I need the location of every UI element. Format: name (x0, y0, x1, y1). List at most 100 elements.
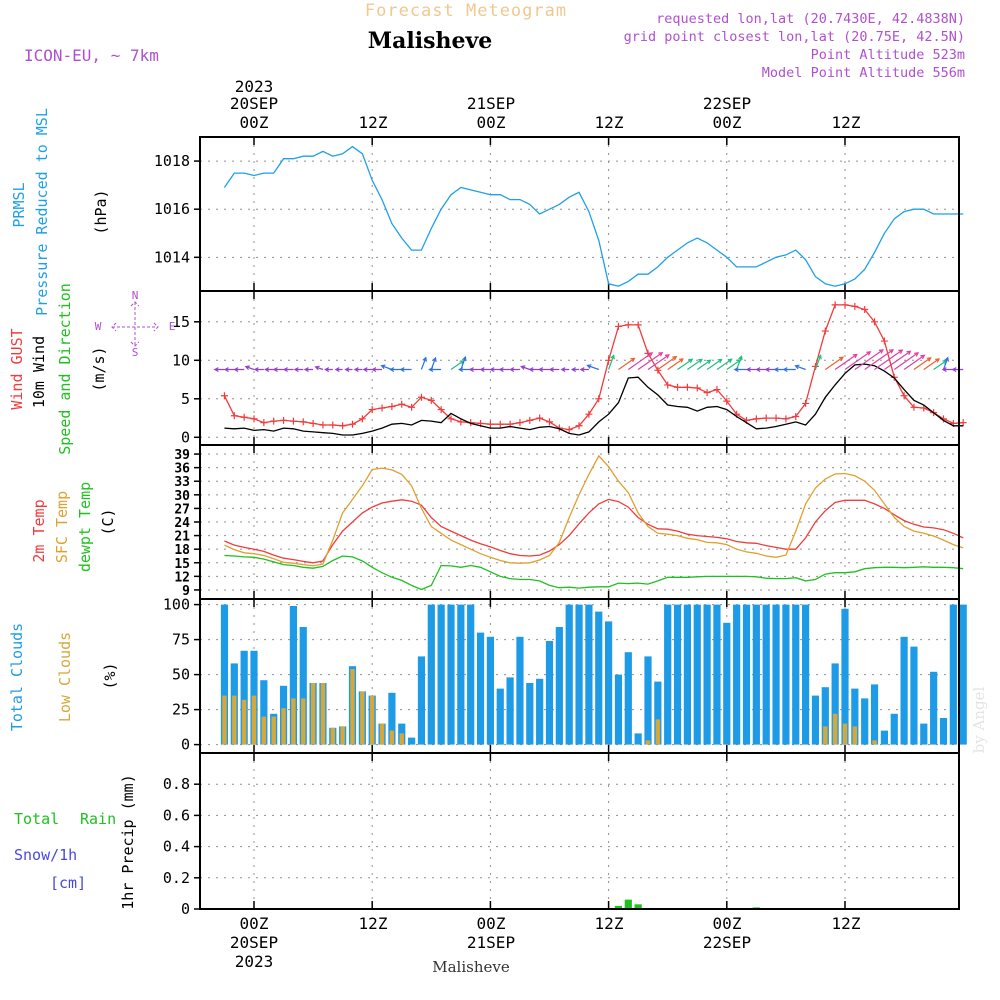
y-tick-label: 24 (174, 516, 190, 531)
cloud-bar-low (399, 733, 404, 745)
product-title: Forecast Meteogram (365, 1, 567, 21)
gust-marker (270, 417, 278, 425)
gust-marker (496, 420, 504, 428)
compass-rose: N S W E (95, 289, 176, 359)
cloud-bar-total (516, 636, 524, 745)
cloud-bar-low (330, 727, 335, 745)
gust-marker (674, 383, 682, 391)
wind-arrow (745, 367, 757, 373)
wind-arrow (468, 367, 481, 373)
gust-marker (457, 418, 465, 426)
gust-marker (703, 389, 711, 397)
label-total: Total (14, 810, 59, 828)
wind-arrow (460, 355, 467, 370)
label-2m-temp: 2m Temp (30, 499, 48, 562)
gust-marker (427, 396, 435, 404)
y-tick-label: 0 (181, 736, 190, 754)
series-line-1 (224, 498, 964, 564)
cloud-bar-low (301, 698, 306, 745)
wind-arrow (844, 351, 872, 370)
cloud-bar-total (526, 683, 534, 745)
label-sfc-temp: SFC Temp (53, 491, 71, 563)
bottom-tick-6: 12Z (832, 914, 861, 933)
cloud-bar-total (605, 621, 613, 745)
gust-marker (546, 418, 553, 426)
wind-arrow (913, 357, 932, 370)
wind-arrow (627, 352, 654, 370)
gust-marker (378, 404, 386, 412)
cloud-bar-total (634, 733, 642, 745)
label-snow: Snow/1h (14, 846, 77, 864)
gust-marker (959, 419, 967, 427)
wind-arrow (942, 356, 949, 370)
y-tick-label: 18 (174, 543, 190, 558)
cloud-bar-total (545, 641, 554, 745)
wind-arrow (637, 351, 664, 370)
precip-bar (634, 904, 642, 909)
cloud-bar-total (260, 680, 268, 745)
wind-arrow (314, 365, 324, 371)
label-prmsl: PRMSL (10, 182, 28, 227)
cloud-bar-total (240, 650, 248, 745)
cloud-bar-low (320, 683, 326, 745)
cloud-bar-total (427, 604, 435, 745)
compass-e: E (169, 320, 176, 333)
precip-bar (614, 905, 623, 909)
wind-arrow (864, 349, 895, 370)
y-tick-label: 0.8 (163, 775, 190, 793)
top-tick-3: 00Z (477, 113, 506, 132)
label-wind-gust: Wind GUST (8, 328, 26, 409)
gust-marker (752, 415, 760, 423)
gust-marker (368, 406, 376, 414)
gust-marker (388, 403, 396, 410)
panel-frame (199, 752, 960, 910)
y-tick-label: 0 (181, 900, 190, 918)
wind-arrow (657, 355, 678, 370)
gust-marker (792, 413, 800, 421)
gust-marker (614, 322, 622, 330)
bottom-tick-3: 00Z (477, 914, 506, 933)
wind-arrow (884, 350, 912, 370)
gust-marker (339, 422, 347, 430)
gust-marker (713, 386, 721, 394)
wind-arrow (548, 367, 560, 373)
gust-marker (417, 393, 425, 401)
wind-arrow (353, 367, 363, 373)
y-tick-label: 27 (174, 502, 190, 517)
series-line-2 (224, 363, 964, 436)
bottom-date-1: 20SEP (230, 933, 278, 952)
cloud-bar-total (792, 604, 800, 745)
wind-arrow (528, 367, 540, 373)
gust-marker (516, 419, 524, 427)
cloud-bar-total (713, 604, 721, 745)
cloud-bar-total (930, 671, 938, 745)
panel-wind: 0 5 10 15 (172, 290, 967, 446)
gust-marker (526, 416, 534, 424)
cloud-bar-total (565, 604, 573, 745)
cloud-bar-total (802, 604, 810, 745)
panel-bg (200, 137, 959, 291)
gust-marker (565, 426, 573, 434)
model-label: ICON-EU, ~ 7km (24, 46, 159, 65)
label-rain: Rain (80, 810, 116, 828)
y-tick-label: 9 (182, 584, 190, 599)
gust-marker (309, 419, 317, 427)
cloud-bar-total (417, 656, 426, 745)
panel-bg (200, 753, 959, 909)
top-tick-1: 00Z (240, 113, 269, 132)
wind-arrow (420, 356, 427, 370)
wind-arrow (272, 367, 284, 373)
cloud-bar-low (842, 723, 848, 745)
cloud-bar-low (350, 669, 355, 745)
cloud-bar-low (360, 691, 365, 745)
cloud-bar-total (723, 622, 731, 745)
cloud-bar-total (585, 604, 593, 745)
label-percent: (%) (101, 662, 119, 689)
cloud-bar-low (655, 719, 661, 745)
requested-coords: requested lon,lat (20.7430E, 42.4838N) (656, 11, 965, 27)
gust-marker (664, 381, 672, 389)
y-tick-label: 0.4 (163, 838, 190, 856)
cloud-bar-total (575, 604, 583, 745)
gust-marker (605, 356, 613, 364)
cloud-bar-total (900, 636, 908, 745)
